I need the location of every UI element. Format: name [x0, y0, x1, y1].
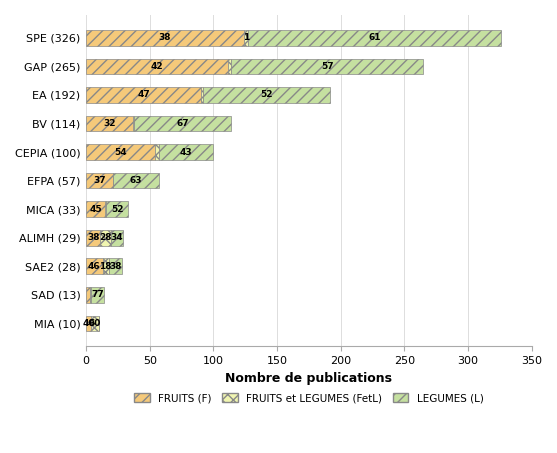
Bar [159, 144, 213, 160]
Bar [105, 201, 106, 217]
Text: 57: 57 [321, 62, 334, 71]
Text: 52: 52 [261, 91, 273, 100]
Bar [134, 116, 231, 131]
Text: 63: 63 [130, 176, 142, 185]
Text: 18: 18 [100, 262, 112, 271]
Bar [86, 230, 100, 246]
Bar [91, 315, 99, 331]
Text: 67: 67 [177, 119, 189, 128]
Bar [86, 87, 201, 103]
Bar [86, 258, 102, 274]
Text: 38: 38 [87, 233, 100, 242]
Bar [248, 30, 501, 46]
Bar [228, 58, 231, 74]
Text: 60: 60 [89, 319, 101, 328]
Legend: FRUITS (F), FRUITS et LEGUMES (FetL), LEGUMES (L): FRUITS (F), FRUITS et LEGUMES (FetL), LE… [130, 389, 487, 407]
Bar [86, 315, 91, 331]
Bar [155, 144, 159, 160]
Text: 47: 47 [137, 91, 150, 100]
Bar [201, 87, 203, 103]
Bar [86, 58, 228, 74]
Bar [113, 173, 159, 188]
Bar [102, 258, 109, 274]
Bar [90, 287, 91, 303]
Text: 52: 52 [111, 205, 124, 214]
Text: 45: 45 [89, 205, 102, 214]
Bar [91, 287, 104, 303]
Text: 1: 1 [243, 34, 249, 43]
Bar [133, 116, 134, 131]
Bar [231, 58, 423, 74]
Text: 38: 38 [109, 262, 121, 271]
Bar [86, 173, 113, 188]
Text: 77: 77 [91, 290, 104, 299]
Text: 46: 46 [88, 262, 101, 271]
Text: 42: 42 [151, 62, 163, 71]
Text: 32: 32 [103, 119, 116, 128]
Text: 34: 34 [110, 233, 123, 242]
Text: 28: 28 [99, 233, 111, 242]
Bar [86, 287, 90, 303]
Text: 38: 38 [159, 34, 171, 43]
Text: 61: 61 [368, 34, 380, 43]
Bar [109, 258, 122, 274]
Bar [110, 230, 123, 246]
Text: 37: 37 [93, 176, 106, 185]
Bar [203, 87, 330, 103]
Bar [100, 230, 110, 246]
Bar [86, 201, 105, 217]
Bar [86, 30, 244, 46]
Text: 43: 43 [180, 148, 192, 157]
Bar [86, 116, 133, 131]
X-axis label: Nombre de publications: Nombre de publications [226, 371, 392, 385]
Bar [244, 30, 248, 46]
Bar [106, 201, 128, 217]
Bar [86, 144, 155, 160]
Text: 54: 54 [114, 148, 127, 157]
Text: 40: 40 [82, 319, 95, 328]
